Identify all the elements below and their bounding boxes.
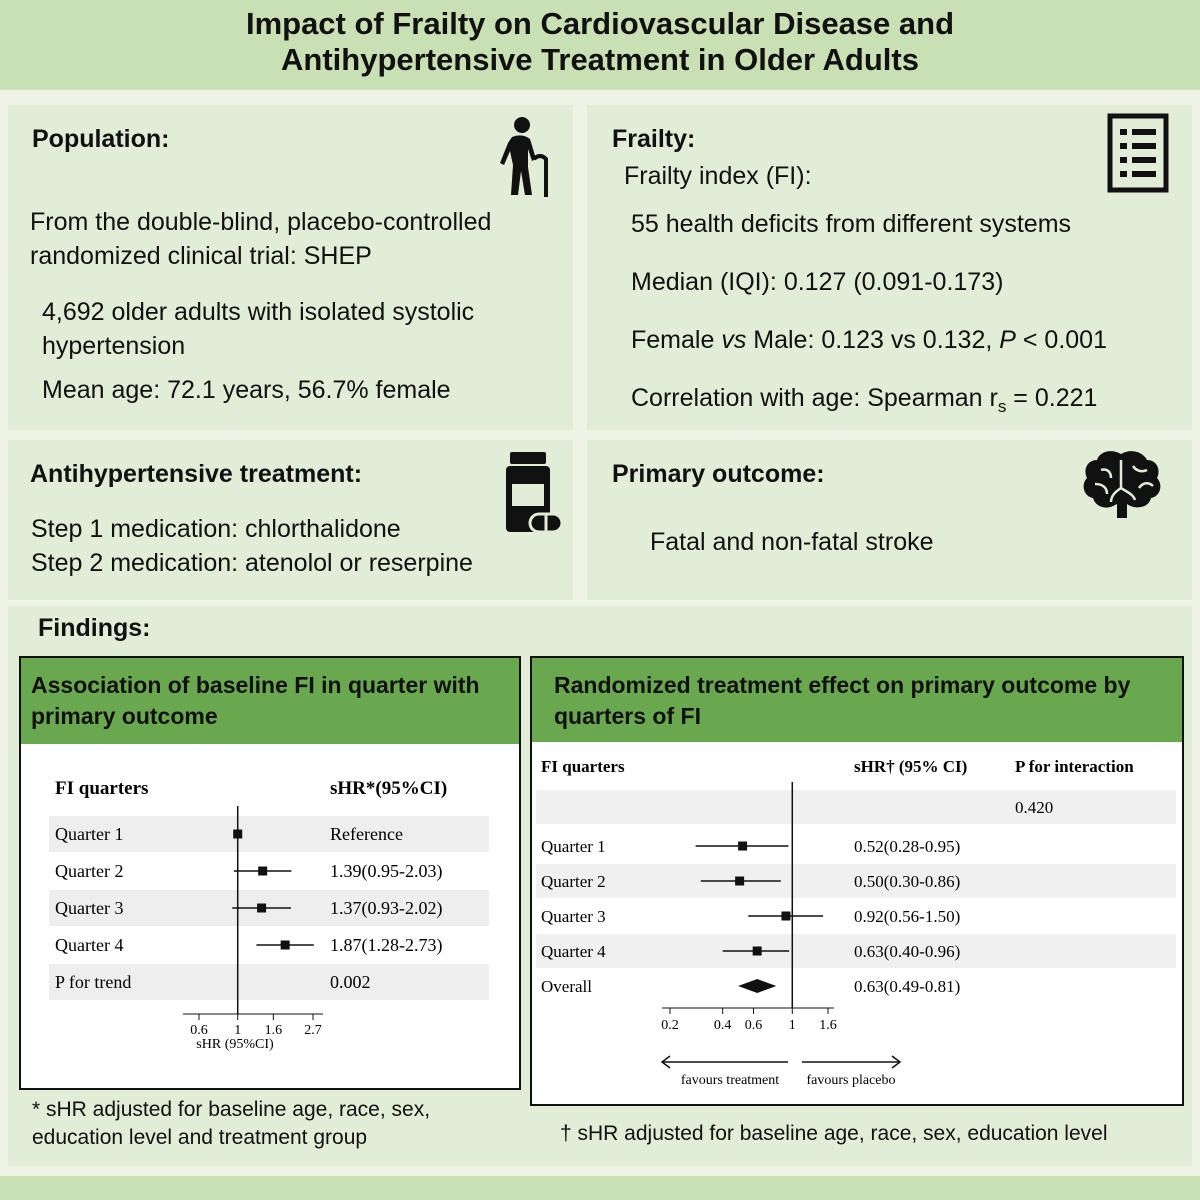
left-row-label: Quarter 3 [55, 898, 123, 918]
left-tick-label: 1 [234, 1023, 241, 1038]
right-point-estimate [752, 946, 762, 956]
right-col-fi: FI quarters [541, 757, 625, 776]
right-row-value: 0.63(0.49-0.81) [854, 977, 960, 996]
findings-panel: Findings: Association of baseline FI in … [8, 606, 1192, 1166]
right-forest-plot: FI quarters sHR† (95% CI) P for interact… [536, 757, 1176, 1088]
left-tick-label: 1.6 [265, 1023, 283, 1038]
frailty-line-2: 55 health deficits from different system… [631, 210, 1072, 238]
left-row-label: Quarter 2 [55, 861, 123, 881]
right-point-estimate [735, 876, 745, 886]
right-row-value: 0.92(0.56-1.50) [854, 907, 960, 926]
left-row-label: Quarter 1 [55, 824, 123, 844]
right-col-shr: sHR† (95% CI) [854, 757, 967, 776]
findings-heading: Findings: [38, 614, 151, 642]
frailty-line-3: Median (IQI): 0.127 (0.091-0.173) [631, 268, 1004, 296]
right-footnote: † sHR adjusted for baseline age, race, s… [560, 1122, 1108, 1145]
right-col-p: P for interaction [1015, 757, 1134, 776]
title-line-2: Antihypertensive Treatment in Older Adul… [281, 42, 919, 77]
brain-icon [1083, 451, 1161, 518]
right-row-value: 0.50(0.30-0.86) [854, 872, 960, 891]
left-point-estimate [258, 866, 268, 876]
left-row-band [49, 964, 489, 1000]
right-row-value: 0.52(0.28-0.95) [854, 837, 960, 856]
left-col-fi: FI quarters [55, 778, 148, 799]
frailty-line-4: Female vs Male: 0.123 vs 0.132, P < 0.00… [631, 326, 1107, 354]
checklist-icon [1107, 113, 1169, 193]
population-line-5: Mean age: 72.1 years, 56.7% female [42, 376, 451, 404]
treatment-line-1: Step 1 medication: chlorthalidone [31, 515, 401, 543]
left-row-value: 1.39(0.95-2.03) [330, 861, 442, 882]
favours-treatment-label: favours treatment [681, 1073, 779, 1088]
left-row-band [49, 816, 489, 852]
right-point-estimate [738, 841, 748, 851]
right-row-label: Quarter 1 [541, 837, 606, 856]
population-line-2: randomized clinical trial: SHEP [30, 242, 372, 270]
favours-placebo-label: favours placebo [806, 1073, 895, 1088]
left-row-label: P for trend [55, 972, 131, 992]
left-row-value: 0.002 [330, 972, 371, 992]
treatment-heading: Antihypertensive treatment: [30, 460, 363, 488]
right-forest-box: Randomized treatment effect on primary o… [530, 656, 1184, 1106]
left-row-value: 1.87(1.28-2.73) [330, 935, 442, 956]
right-overall-diamond [738, 979, 777, 993]
left-col-shr: sHR*(95%CI) [330, 778, 447, 799]
left-footnote: * sHR adjusted for baseline age, race, s… [32, 1098, 431, 1149]
left-row-value: Reference [330, 824, 403, 844]
right-row-label: Quarter 3 [541, 907, 606, 926]
right-row-value: 0.63(0.40-0.96) [854, 942, 960, 961]
left-point-estimate [233, 829, 243, 839]
left-axis-label: sHR (95%CI) [196, 1037, 274, 1052]
right-tick-label: 0.4 [714, 1018, 732, 1033]
right-row-label: Overall [541, 977, 592, 996]
left-point-estimate [280, 940, 290, 950]
right-p-interaction: 0.420 [1015, 798, 1053, 817]
title-banner: Impact of Frailty on Cardiovascular Dise… [0, 0, 1200, 90]
population-line-3: 4,692 older adults with isolated systoli… [42, 298, 475, 326]
left-tick-label: 2.7 [304, 1023, 322, 1038]
right-row-label: Quarter 4 [541, 942, 606, 961]
treatment-panel: Antihypertensive treatment: Step 1 medic… [8, 440, 573, 600]
left-forest-plot: FI quarters sHR*(95%CI) Quarter 1 Referen… [49, 778, 489, 1052]
right-row-label: Quarter 2 [541, 872, 606, 891]
right-tick-label: 1 [789, 1018, 796, 1033]
frailty-heading: Frailty: [612, 125, 696, 153]
population-line-4: hypertension [42, 332, 186, 360]
title-line-1: Impact of Frailty on Cardiovascular Dise… [245, 6, 955, 41]
population-line-1: From the double-blind, placebo-controlle… [30, 208, 492, 236]
right-row-band [536, 934, 1176, 968]
right-tick-label: 1.6 [819, 1018, 837, 1033]
bottom-banner [0, 1176, 1200, 1200]
right-tick-label: 0.6 [745, 1018, 763, 1033]
right-tick-label: 0.2 [661, 1018, 679, 1033]
population-panel: Population: From the double-blind, place… [8, 105, 573, 430]
frailty-line-5: Correlation with age: Spearman rs = 0.22… [631, 384, 1098, 416]
left-row-label: Quarter 4 [55, 935, 123, 955]
population-heading: Population: [32, 125, 170, 153]
outcome-line-1: Fatal and non-fatal stroke [650, 528, 934, 556]
right-point-estimate [781, 911, 791, 921]
left-forest-box: Association of baseline FI in quarter wi… [19, 656, 521, 1090]
frailty-panel: Frailty: Frailty index (FI): 55 health d… [587, 105, 1192, 430]
left-row-value: 1.37(0.93-2.02) [330, 898, 442, 919]
elderly-person-with-cane-icon [500, 117, 548, 197]
left-point-estimate [257, 903, 267, 913]
frailty-line-1: Frailty index (FI): [624, 162, 812, 190]
outcome-panel: Primary outcome: Fatal and non-fatal str… [587, 440, 1192, 600]
left-box-header: Association of baseline FI in quarter wi… [21, 658, 519, 744]
pill-bottle-icon [506, 452, 564, 534]
treatment-line-2: Step 2 medication: atenolol or reserpine [31, 549, 473, 577]
right-box-header: Randomized treatment effect on primary o… [532, 658, 1182, 742]
outcome-heading: Primary outcome: [612, 460, 825, 488]
right-row-band [536, 864, 1176, 898]
left-tick-label: 0.6 [190, 1023, 208, 1038]
